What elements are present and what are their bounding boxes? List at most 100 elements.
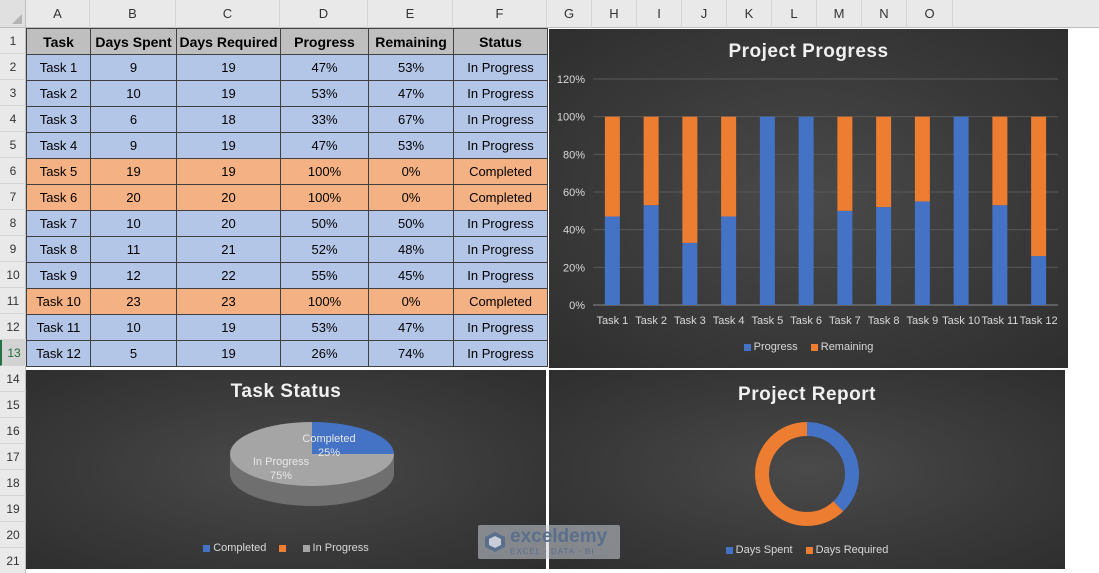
cell-required[interactable]: 23 [176,288,281,315]
bar-remaining[interactable] [643,116,659,206]
cell-task[interactable]: Task 10 [26,288,91,315]
cell-required[interactable]: 18 [176,106,281,133]
cell-task[interactable]: Task 2 [26,80,91,107]
cell-progress[interactable]: 26% [280,340,369,367]
cell-required[interactable]: 19 [176,132,281,159]
cell-progress[interactable]: 100% [280,184,369,211]
column-header[interactable]: B [90,0,176,28]
bar-progress[interactable] [759,116,775,306]
cell-spent[interactable]: 5 [90,340,177,367]
cell-spent[interactable]: 6 [90,106,177,133]
row-header[interactable]: 11 [0,288,26,314]
column-header[interactable]: J [682,0,727,28]
row-header[interactable]: 4 [0,106,26,132]
header-cell-remaining[interactable]: Remaining [368,28,454,55]
cell-task[interactable]: Task 1 [26,54,91,81]
cell-required[interactable]: 19 [176,340,281,367]
cell-required[interactable]: 20 [176,210,281,237]
cell-progress[interactable]: 100% [280,288,369,315]
cell-task[interactable]: Task 7 [26,210,91,237]
row-header[interactable]: 15 [0,392,26,418]
column-header[interactable]: E [368,0,453,28]
column-header[interactable]: C [176,0,280,28]
cell-status[interactable]: Completed [453,288,548,315]
cell-task[interactable]: Task 8 [26,236,91,263]
row-header[interactable]: 9 [0,236,26,262]
cell-status[interactable]: In Progress [453,236,548,263]
cell-progress[interactable]: 100% [280,158,369,185]
bar-progress[interactable] [953,116,969,306]
cell-required[interactable]: 19 [176,54,281,81]
cell-task[interactable]: Task 9 [26,262,91,289]
cell-status[interactable]: In Progress [453,262,548,289]
cell-spent[interactable]: 20 [90,184,177,211]
row-header[interactable]: 17 [0,444,26,470]
header-cell-days-required[interactable]: Days Required [176,28,281,55]
column-header[interactable]: A [26,0,90,28]
cell-remaining[interactable]: 0% [368,158,454,185]
cell-progress[interactable]: 52% [280,236,369,263]
bar-progress[interactable] [914,201,930,305]
bar-progress[interactable] [643,205,659,305]
bar-progress[interactable] [992,205,1008,305]
cell-task[interactable]: Task 5 [26,158,91,185]
cell-progress[interactable]: 55% [280,262,369,289]
cell-required[interactable]: 22 [176,262,281,289]
cell-task[interactable]: Task 3 [26,106,91,133]
bar-remaining[interactable] [682,116,698,243]
cell-progress[interactable]: 50% [280,210,369,237]
bar-remaining[interactable] [837,116,853,211]
row-header[interactable]: 18 [0,470,26,496]
row-header[interactable]: 10 [0,262,26,288]
cell-spent[interactable]: 9 [90,54,177,81]
row-header[interactable]: 20 [0,522,26,548]
cell-status[interactable]: In Progress [453,54,548,81]
project-report-chart[interactable]: Project Report Days Spent Days Required [549,370,1065,569]
bar-progress[interactable] [1031,256,1047,305]
column-header[interactable]: N [862,0,907,28]
project-progress-chart[interactable]: Project Progress 0% 20% 40% 60% 80% 100% 120% T… [549,29,1068,368]
row-header[interactable]: 19 [0,496,26,522]
row-header[interactable]: 5 [0,132,26,158]
header-cell-progress[interactable]: Progress [280,28,369,55]
pie-slice-completed[interactable] [312,422,394,454]
row-header[interactable]: 2 [0,54,26,80]
cell-status[interactable]: In Progress [453,80,548,107]
row-header[interactable]: 14 [0,366,26,392]
cell-remaining[interactable]: 0% [368,184,454,211]
cell-status[interactable]: In Progress [453,210,548,237]
column-header[interactable]: O [907,0,953,28]
cell-task[interactable]: Task 6 [26,184,91,211]
row-header[interactable]: 3 [0,80,26,106]
cell-remaining[interactable]: 53% [368,132,454,159]
cell-spent[interactable]: 23 [90,288,177,315]
cell-task[interactable]: Task 4 [26,132,91,159]
column-header[interactable]: D [280,0,368,28]
column-header[interactable]: L [772,0,817,28]
cell-status[interactable]: In Progress [453,340,548,367]
cell-remaining[interactable]: 0% [368,288,454,315]
cell-progress[interactable]: 53% [280,314,369,341]
header-cell-status[interactable]: Status [453,28,548,55]
row-header[interactable]: 1 [0,28,26,54]
row-header[interactable]: 7 [0,184,26,210]
cell-spent[interactable]: 9 [90,132,177,159]
bar-remaining[interactable] [914,116,930,202]
bar-progress[interactable] [604,216,620,305]
bar-progress[interactable] [682,242,698,305]
cell-spent[interactable]: 10 [90,314,177,341]
cell-spent[interactable]: 12 [90,262,177,289]
cell-remaining[interactable]: 50% [368,210,454,237]
cell-spent[interactable]: 10 [90,210,177,237]
cell-remaining[interactable]: 67% [368,106,454,133]
cell-remaining[interactable]: 47% [368,80,454,107]
cell-required[interactable]: 20 [176,184,281,211]
row-header[interactable]: 12 [0,314,26,340]
bar-remaining[interactable] [876,116,892,208]
column-header[interactable]: F [453,0,547,28]
cell-status[interactable]: Completed [453,158,548,185]
pie-slice-in-progress[interactable] [230,422,394,486]
cell-required[interactable]: 21 [176,236,281,263]
cell-progress[interactable]: 47% [280,132,369,159]
doughnut-segment-days-required[interactable] [755,422,859,526]
